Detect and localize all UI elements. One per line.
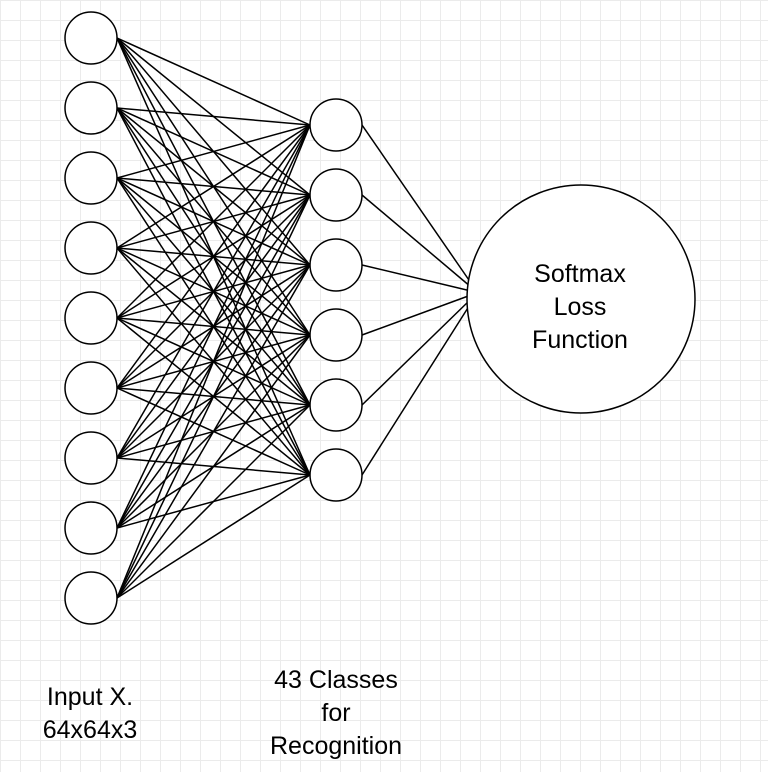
- output-label-line-1: 43 Classes: [274, 666, 398, 694]
- edge-input-9-to-output-4: [116, 334, 311, 599]
- output-neuron-5: [309, 378, 363, 432]
- input-neuron-4: [64, 221, 118, 275]
- edge-input-6-to-output-1: [116, 124, 311, 389]
- neurons: [64, 11, 696, 625]
- edge-output-3-to-softmax: [361, 264, 472, 292]
- input-neuron-8: [64, 501, 118, 555]
- input-neuron-7: [64, 431, 118, 485]
- edge-output-2-to-softmax: [361, 194, 472, 288]
- edge-output-1-to-softmax: [361, 124, 472, 284]
- softmax-label-line-2: Loss: [553, 293, 607, 321]
- softmax-label-line-3: Function: [532, 326, 628, 354]
- softmax-loss-node: [466, 184, 696, 414]
- softmax-loss-label: Softmax Loss Function: [480, 258, 680, 357]
- edge-input-4-to-output-1: [116, 124, 311, 249]
- edge-output-6-to-softmax: [361, 302, 472, 476]
- edge-input-7-to-output-1: [116, 124, 311, 459]
- edge-input-9-to-output-2: [116, 194, 311, 599]
- edge-output-4-to-softmax: [361, 294, 472, 336]
- edge-input-3-to-output-1: [116, 124, 311, 179]
- input-neuron-6: [64, 361, 118, 415]
- edge-input-2-to-output-1: [116, 107, 311, 126]
- output-neuron-3: [309, 238, 363, 292]
- input-neuron-3: [64, 151, 118, 205]
- edge-input-8-to-output-1: [116, 124, 311, 529]
- edge-input-9-to-output-3: [116, 264, 311, 599]
- input-neuron-9: [64, 571, 118, 625]
- input-neuron-2: [64, 81, 118, 135]
- edge-input-9-to-output-1: [116, 124, 311, 599]
- edge-input-1-to-output-1: [116, 37, 311, 126]
- edge-input-9-to-output-6: [116, 474, 311, 599]
- connections: [116, 37, 472, 599]
- input-layer-label: Input X. 64x64x3: [20, 681, 160, 747]
- output-layer-label: 43 Classes for Recognition: [236, 664, 436, 763]
- softmax-label-line-1: Softmax: [534, 260, 626, 288]
- output-label-line-3: Recognition: [269, 732, 403, 760]
- output-neuron-2: [309, 168, 363, 222]
- edge-input-5-to-output-1: [116, 124, 311, 319]
- edge-output-5-to-softmax: [361, 298, 472, 406]
- output-neuron-1: [309, 98, 363, 152]
- output-neuron-4: [309, 308, 363, 362]
- output-label-line-2: for: [321, 699, 351, 727]
- input-label-line-2: 64x64x3: [42, 716, 138, 744]
- edge-input-9-to-output-5: [116, 404, 311, 599]
- input-label-line-1: Input X.: [46, 683, 134, 711]
- input-neuron-1: [64, 11, 118, 65]
- output-neuron-6: [309, 448, 363, 502]
- input-neuron-5: [64, 291, 118, 345]
